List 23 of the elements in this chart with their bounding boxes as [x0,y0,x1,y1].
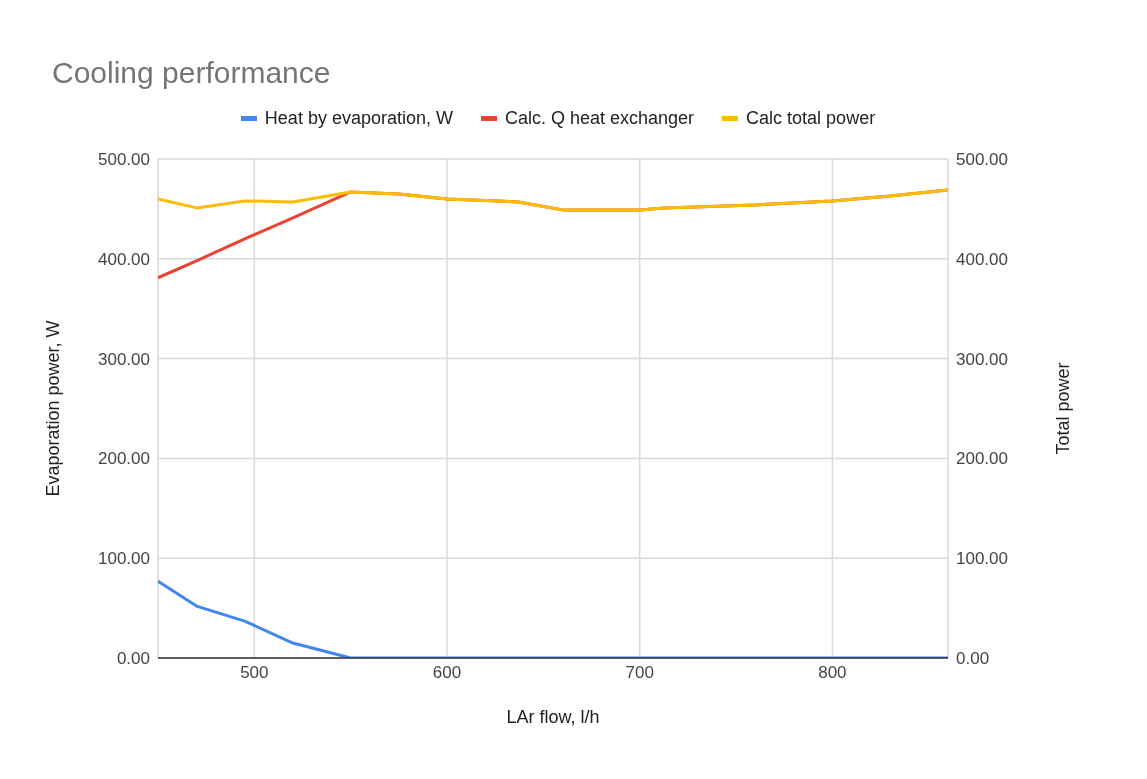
legend-label: Calc. Q heat exchanger [504,108,695,129]
y2-tick-label: 500.00 [956,150,1008,170]
y-tick-label: 500.00 [98,150,150,170]
x-tick-label: 500 [240,663,269,683]
legend-label: Heat by evaporation, W [264,108,453,129]
y2-tick-label: 400.00 [956,249,1008,269]
y-tick-label: 400.00 [98,249,150,269]
y-tick-label: 100.00 [98,549,150,569]
y2-tick-label: 200.00 [956,449,1008,469]
x-axis-title: LAr flow, l/h [506,707,600,727]
legend-label: Calc total power [746,108,876,129]
x-tick-label: 600 [432,663,462,683]
y2-axis-title: Total power [1053,362,1074,455]
y-tick-label: 200.00 [98,449,150,469]
y2-tick-label: 300.00 [956,349,1008,369]
chart-title: Cooling performance [52,56,331,90]
x-tick-label: 800 [818,663,847,683]
y2-tick-label: 0.00 [956,649,990,669]
y-axis-title: Evaporation power, W [43,320,64,497]
y-tick-label: 300.00 [98,349,150,369]
x-tick-label: 700 [625,663,654,683]
y-tick-label: 0.00 [116,649,150,669]
y2-tick-label: 100.00 [956,549,1008,569]
